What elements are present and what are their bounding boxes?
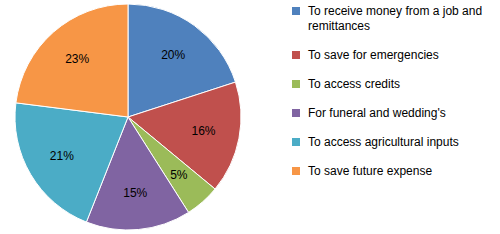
html-text:To access agricultural inputs: To access agricultural inputs <box>308 135 459 149</box>
html-text:To access credits: To access credits <box>308 77 400 91</box>
html-text:To receive money from a job an: To receive money from a job and remittan… <box>308 4 483 33</box>
html-text:To save future expense: To save future expense <box>308 164 433 178</box>
svg-text:5%: 5% <box>170 168 188 182</box>
html-text:To save for emergencies: To save for emergencies <box>308 48 439 62</box>
svg-text:20%: 20% <box>161 48 185 62</box>
svg-text:16%: 16% <box>191 124 215 138</box>
svg-text:21%: 21% <box>50 149 74 163</box>
html-text:For funeral and wedding's: For funeral and wedding's <box>308 106 446 120</box>
svg-text:23%: 23% <box>65 52 89 66</box>
svg-text:15%: 15% <box>123 186 147 200</box>
